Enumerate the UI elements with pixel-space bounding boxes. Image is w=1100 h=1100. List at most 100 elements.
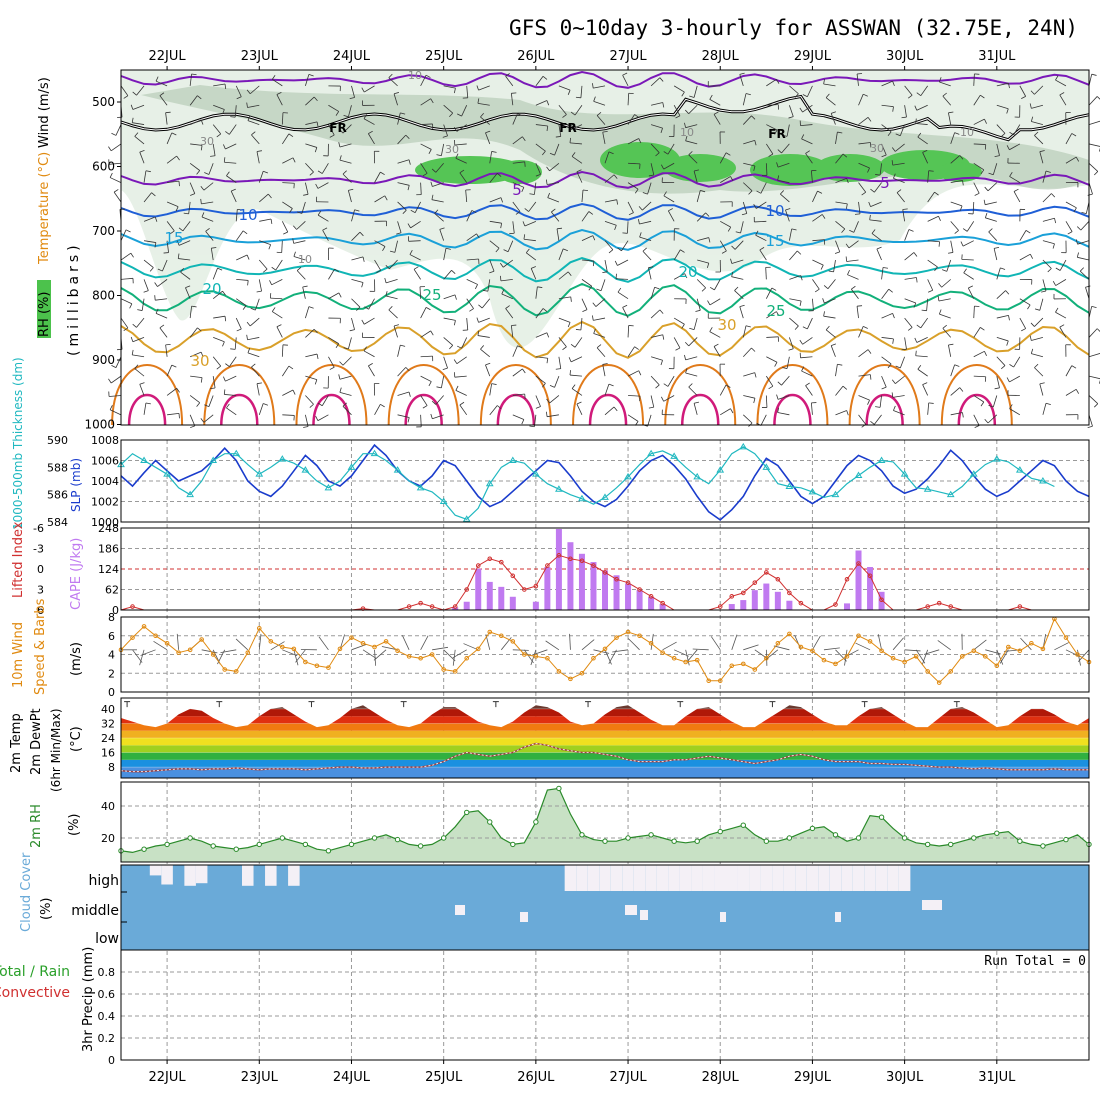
freezing-label: FR xyxy=(768,127,785,141)
thickness-marker xyxy=(992,455,1001,462)
wind-barb xyxy=(302,286,306,299)
wind-barb-flag xyxy=(593,328,596,334)
wind-barb xyxy=(182,221,191,232)
profile-frame xyxy=(120,69,1090,426)
wind-barb xyxy=(824,298,836,304)
wind-barb-flag xyxy=(1039,382,1045,385)
wind-barb-flag xyxy=(1030,322,1035,327)
wind-barb xyxy=(342,124,352,134)
wind-barb xyxy=(558,337,567,348)
wind-barb xyxy=(115,356,122,368)
wind-barb-flag xyxy=(380,403,385,408)
wind-barb-flag xyxy=(675,115,681,119)
wind-barb xyxy=(673,105,681,116)
wind-barb-flag xyxy=(867,167,870,173)
cloud-mid-gap xyxy=(625,905,637,915)
wind-barb xyxy=(685,140,698,145)
wind-barb-flag xyxy=(154,216,158,222)
wind-barb-flag xyxy=(688,151,693,156)
wind-barb xyxy=(1013,124,1021,136)
wind-barb xyxy=(155,313,168,319)
wind-barb xyxy=(973,395,985,403)
wind-barb-flag xyxy=(582,189,589,191)
wind-barb-flag xyxy=(293,251,296,257)
rh2m-marker xyxy=(648,832,654,838)
wind-barb xyxy=(558,124,562,137)
wind-barb xyxy=(317,414,329,421)
wind-barb xyxy=(1013,356,1021,368)
li-tick-label: 6 xyxy=(37,604,44,617)
rh2m-marker xyxy=(279,835,286,841)
wind10-barb xyxy=(1020,637,1032,651)
wind-barb-flag xyxy=(1087,425,1093,429)
wind-barb-flag xyxy=(659,309,664,314)
wind-barb xyxy=(709,298,721,306)
wind-barb xyxy=(650,356,663,361)
wind-barb xyxy=(673,317,685,325)
wind10-marker xyxy=(856,633,861,639)
wind-barb xyxy=(547,197,560,203)
wind-barb-flag xyxy=(984,418,989,424)
wind-barb-flag xyxy=(268,193,272,199)
wind-barb xyxy=(500,278,513,282)
wind-barb xyxy=(881,337,894,340)
wind-barb xyxy=(673,337,681,349)
wind-barb-flag xyxy=(223,144,226,150)
isotherm-40-arc xyxy=(220,393,259,426)
wind-barb xyxy=(713,346,721,357)
wind-barb xyxy=(1019,230,1027,241)
wind-barb xyxy=(992,163,998,175)
wind-barb xyxy=(835,177,847,183)
cloud-high-gap xyxy=(783,865,796,891)
wind-barb xyxy=(800,356,813,359)
wind-barb xyxy=(1019,253,1031,261)
wind-barb-flag xyxy=(639,232,642,238)
isotherm-label: 5 xyxy=(880,174,890,192)
wind-barb xyxy=(155,80,168,87)
isotherm-20 xyxy=(120,256,1090,283)
temp2m-band xyxy=(121,752,1089,760)
wind-barb-flag xyxy=(634,346,639,350)
wind10-barb xyxy=(401,635,410,650)
wind-barb xyxy=(351,256,364,261)
wind-barb-flag xyxy=(727,226,732,232)
wind-barb-flag xyxy=(608,249,614,254)
rh2m-marker xyxy=(417,843,424,849)
wind-barb xyxy=(189,95,198,106)
wind-barb-flag xyxy=(802,326,808,330)
wind-barb xyxy=(904,298,916,304)
wind-barb-flag xyxy=(622,72,628,76)
wind-barb xyxy=(385,295,398,300)
wind-barb xyxy=(178,240,191,246)
wind-barb xyxy=(143,279,149,291)
li-marker xyxy=(568,556,573,562)
wind-barb xyxy=(938,298,951,302)
wind-barb xyxy=(996,143,1000,156)
wind-barb xyxy=(443,356,448,369)
wind-barb-flag xyxy=(1029,254,1034,259)
wind-barb-flag xyxy=(974,425,980,429)
wind-barb xyxy=(780,193,790,203)
rh2m-marker xyxy=(786,835,793,841)
wind-barb-flag xyxy=(361,282,364,288)
wind-barb xyxy=(166,387,177,396)
wind-barb xyxy=(489,197,502,203)
wind-barb xyxy=(432,182,444,187)
wind-barb-flag xyxy=(596,344,602,349)
wind-barb xyxy=(397,391,410,396)
wind-barb xyxy=(693,85,698,98)
wind-barb xyxy=(489,173,498,183)
wind-barb-flag xyxy=(210,155,216,157)
wind-barb-flag xyxy=(962,228,968,232)
wind-barb-flag xyxy=(178,227,184,232)
wind-barb xyxy=(1019,317,1027,329)
wind-barb-flag xyxy=(788,116,794,119)
wind-barb-flag xyxy=(693,401,700,404)
thickness-marker xyxy=(900,470,909,477)
wind-barb xyxy=(282,182,295,184)
wind-barb-flag xyxy=(660,360,663,366)
wind-barb-flag xyxy=(968,285,974,289)
wind-barb xyxy=(259,240,271,245)
wind-barb xyxy=(1088,143,1100,147)
li-marker xyxy=(787,590,792,596)
